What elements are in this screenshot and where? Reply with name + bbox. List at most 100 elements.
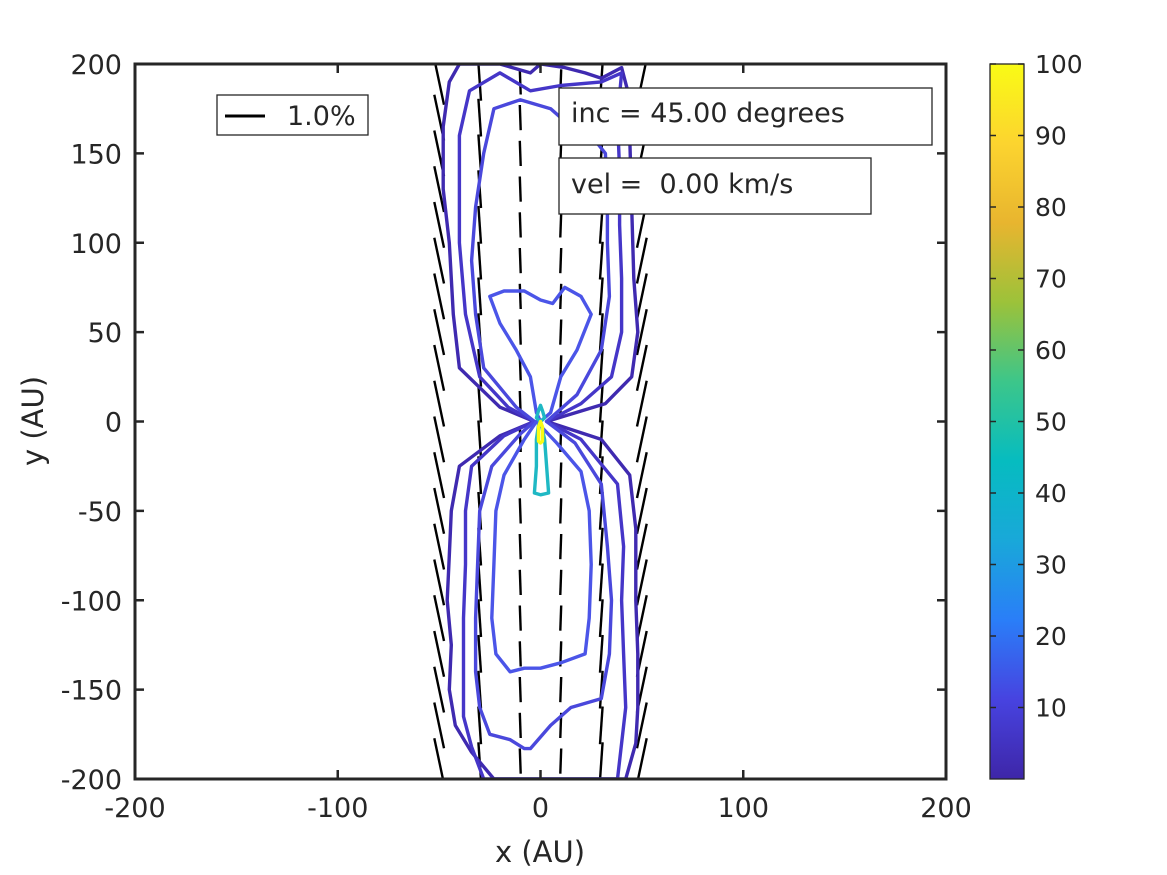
polarization-vector (559, 533, 563, 560)
polarization-vector (598, 241, 604, 280)
y-tick-label: 0 (105, 408, 122, 439)
contour-line (490, 419, 593, 674)
polarization-vector (518, 498, 522, 524)
polarization-vector (598, 527, 604, 566)
colorbar-tick-label: 50 (1035, 408, 1067, 437)
polarization-vector (559, 283, 563, 310)
polarization-vector (518, 641, 522, 667)
polarization-vector (433, 165, 446, 213)
y-tick-label: -200 (61, 765, 122, 796)
polarization-vector (518, 212, 522, 238)
polarization-vector (635, 273, 648, 320)
polarization-vector (518, 569, 522, 596)
polarization-vector (433, 344, 446, 392)
polarization-vector (598, 348, 604, 387)
polarization-vector (433, 559, 446, 606)
colorbar-tick-label: 40 (1035, 479, 1067, 508)
contour-line (488, 285, 593, 424)
polarization-vector (433, 308, 446, 356)
polarization-vector (635, 702, 648, 749)
polarization-vector (477, 599, 483, 638)
y-tick-label: -100 (61, 586, 122, 617)
polarization-vector (518, 247, 522, 274)
polarization-vector (477, 98, 483, 137)
colorbar-tick-label: 10 (1035, 694, 1067, 723)
polarization-vectors (433, 64, 648, 779)
polarization-vector (433, 487, 446, 535)
polarization-vector (477, 456, 483, 495)
contour-line (469, 98, 614, 751)
polarization-vector (635, 237, 648, 284)
y-tick-label: 50 (88, 318, 122, 349)
polarization-vector (433, 702, 446, 749)
polarization-vector (598, 706, 604, 745)
axis-ticks (133, 62, 948, 781)
inclination-box (558, 87, 933, 146)
contour-line (441, 64, 640, 779)
polarization-vector (433, 594, 446, 642)
polarization-vector (518, 748, 522, 774)
x-tick-labels: -200 -100 0 100 200 (104, 793, 971, 824)
polarization-vector (559, 390, 563, 417)
polarization-vector (518, 140, 522, 167)
polarization-vector (635, 451, 648, 499)
x-tick-label: -200 (104, 793, 165, 824)
polarization-vector (635, 487, 648, 535)
polarization-vector (477, 277, 483, 316)
polarization-vector (477, 64, 483, 101)
contour-line (536, 419, 545, 445)
colorbar-ticks: 100 90 80 70 60 50 40 30 20 10 (990, 50, 1083, 723)
polarization-vector (433, 237, 446, 284)
colorbar-tick-label: 100 (1035, 50, 1083, 79)
contour-lines (441, 64, 640, 779)
polarization-vector (477, 706, 483, 745)
y-axis-label: y (AU) (16, 376, 50, 466)
polarization-vector (559, 676, 563, 703)
colorbar-tick-label: 20 (1035, 622, 1067, 651)
x-axis-label: x (AU) (495, 835, 585, 869)
polarization-vector (518, 676, 522, 703)
y-tick-labels: 200 150 100 50 0 -50 -100 -150 -200 (61, 50, 122, 796)
polarization-vector (433, 416, 446, 463)
polarization-vector (518, 712, 522, 739)
polarization-vector (518, 319, 522, 345)
polarization-vector (477, 241, 483, 280)
polarization-vector (598, 599, 604, 638)
polarization-vector (636, 737, 648, 779)
polarization-vector (598, 277, 604, 316)
colorbar-tick-label: 60 (1035, 336, 1067, 365)
contour-line (457, 71, 628, 779)
polarization-vector (477, 634, 483, 673)
y-tick-label: -50 (78, 497, 122, 528)
polarization-vector (559, 605, 563, 631)
colorbar-tick-label: 80 (1035, 193, 1067, 222)
velocity-annotation: vel = 0.00 km/s (558, 157, 872, 215)
polarization-vector (518, 69, 522, 95)
polarization-vector (518, 605, 522, 631)
polarization-vector (433, 737, 445, 779)
polarization-vector (559, 462, 563, 488)
legend: 1.0% (216, 94, 369, 136)
polarization-vector (598, 563, 604, 602)
velocity-box (558, 157, 872, 215)
polarization-vector (635, 523, 648, 570)
polarization-vector (559, 748, 563, 774)
velocity-text: vel = 0.00 km/s (571, 169, 793, 200)
polarization-vector (477, 205, 483, 244)
polarization-vector (559, 247, 563, 274)
polarization-vector (518, 176, 522, 202)
polarization-vector (559, 569, 563, 596)
polarization-vector (434, 64, 446, 106)
y-tick-label: 100 (70, 229, 122, 260)
polarization-vector (518, 533, 522, 560)
polarization-vector (635, 559, 648, 606)
legend-label: 1.0% (287, 101, 356, 132)
polarization-vector (477, 384, 483, 423)
x-tick-label: 0 (532, 793, 549, 824)
inclination-text: inc = 45.00 degrees (571, 98, 845, 129)
polarization-vector (433, 380, 446, 427)
polarization-vector (433, 666, 446, 713)
y-tick-label: 150 (70, 139, 122, 170)
polarization-vector (559, 498, 563, 524)
